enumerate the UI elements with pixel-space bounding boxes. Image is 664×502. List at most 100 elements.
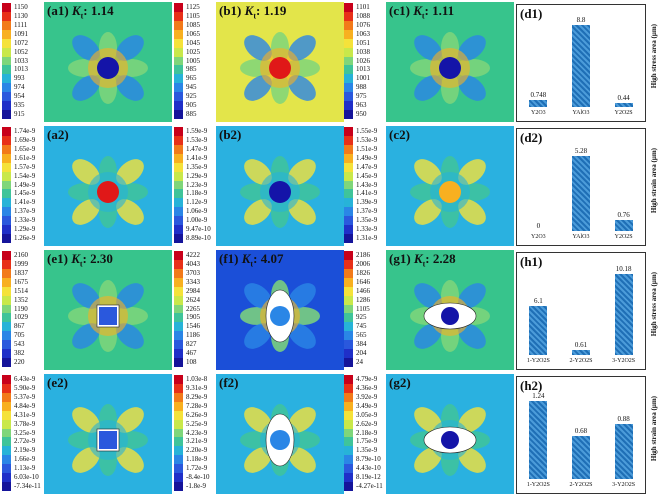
contour-panel-c2: (c2) xyxy=(386,126,514,246)
bar-value-label: 0.748 xyxy=(530,91,547,100)
bar xyxy=(529,401,548,479)
contour-panel-g1: (g1) Kt: 2.28 xyxy=(386,250,514,370)
colorbar-swatch xyxy=(344,162,353,173)
contour-panel-b1: (b1) Kt: 1.19 xyxy=(216,2,344,122)
colorbar-tick: 1.13e-9 xyxy=(14,464,36,473)
colorbar-tick: 827 xyxy=(186,340,197,349)
contour-lobe xyxy=(414,75,442,101)
colorbar-tick: 4.23e-9 xyxy=(186,428,208,437)
colorbar-swatch xyxy=(2,101,11,111)
colorbar-tick: 3.05e-9 xyxy=(356,410,378,419)
colorbar-swatch xyxy=(174,401,183,412)
colorbar-tick: 3343 xyxy=(186,277,200,286)
colorbar-swatch xyxy=(344,216,353,226)
contour-lobe xyxy=(72,75,100,101)
colorbar-swatch xyxy=(2,401,11,412)
colorbar-tick: 1072 xyxy=(14,38,28,47)
contour-lobe xyxy=(458,35,486,61)
colorbar-swatch xyxy=(344,464,353,474)
colorbar-tick: 6.26e-9 xyxy=(186,410,208,419)
colorbar-swatch xyxy=(174,340,183,350)
kt-value: 4.07 xyxy=(260,251,284,266)
colorbar-tick: 1125 xyxy=(186,2,200,11)
colorbar-swatch xyxy=(344,277,353,288)
colorbar-tick: 2006 xyxy=(356,259,370,268)
colorbar-tick: 543 xyxy=(14,340,25,349)
contour-lobe xyxy=(288,159,316,185)
colorbar-swatch xyxy=(344,313,353,323)
panel-label: (b2) xyxy=(219,127,241,143)
bar xyxy=(614,102,633,107)
colorbar-tick: 2.62e-9 xyxy=(356,419,378,428)
colorbar-tick: 1514 xyxy=(14,286,28,295)
colorbar-swatch xyxy=(2,29,11,40)
colorbar-swatch xyxy=(174,268,183,279)
colorbar-swatch xyxy=(2,216,11,226)
colorbar-tick: 1646 xyxy=(356,277,370,286)
bar-value-label: 0 xyxy=(536,221,541,230)
contour-lobe xyxy=(116,35,144,61)
bar-value-label: 0.88 xyxy=(617,414,630,423)
colorbar-tick: 5.25e-9 xyxy=(186,419,208,428)
contour-lobe xyxy=(458,447,486,473)
kt-subscript: t xyxy=(253,11,256,21)
colorbar-swatch xyxy=(344,410,353,421)
contour-lobe xyxy=(288,283,316,309)
colorbar-tick: 925 xyxy=(356,313,367,322)
colorbar-tick: -4.27e-11 xyxy=(356,482,383,491)
contour-panel-g2: (g2) xyxy=(386,374,514,494)
colorbar-tick: 9.47e-10 xyxy=(186,225,211,234)
colorbar-tick: 1.41e-9 xyxy=(356,189,378,198)
panel-label: (b1) Kt: 1.19 xyxy=(219,3,287,21)
inclusion xyxy=(97,181,119,203)
panel-id: (c2) xyxy=(389,127,410,142)
colorbar-tick: 975 xyxy=(356,92,367,101)
colorbar-tick: 8.29e-9 xyxy=(186,392,208,401)
colorbar-swatch xyxy=(344,189,353,199)
colorbar-swatch xyxy=(344,171,353,182)
colorbar-swatch xyxy=(344,322,353,332)
kt-symbol: K xyxy=(244,3,254,18)
colorbar-swatch xyxy=(174,207,183,217)
colorbar-tick: 1.29e-9 xyxy=(186,171,208,180)
colorbar: 4222 4043 3703 3343 2984 2624 2265 1905 1546 1186… xyxy=(174,251,216,369)
colorbar-swatch xyxy=(2,207,11,217)
colorbar-swatch xyxy=(174,47,183,58)
kt-subscript: t xyxy=(250,259,254,269)
kt-value: 1.19 xyxy=(263,3,287,18)
colorbar-swatch xyxy=(174,162,183,173)
colorbar-tick: 705 xyxy=(14,331,25,340)
colorbar-tick: 1837 xyxy=(14,268,28,277)
contour-panel-f1: (f1) Kt: 4.07 xyxy=(216,250,344,370)
colorbar-tick: 1.54e-9 xyxy=(14,171,36,180)
chart-label: (h2) xyxy=(520,378,543,393)
contour-lobe xyxy=(288,447,316,473)
colorbar-swatch xyxy=(344,268,353,279)
colorbar-tick: 1025 xyxy=(186,47,200,56)
colorbar-swatch xyxy=(2,189,11,199)
contour-panel-f2: (f2) xyxy=(216,374,344,494)
inclusion xyxy=(269,181,291,203)
contour-lobe xyxy=(72,447,100,473)
colorbar-swatch xyxy=(344,47,353,58)
inclusion xyxy=(269,57,291,79)
colorbar-swatch xyxy=(174,83,183,93)
colorbar-tick: 1.65e-9 xyxy=(14,144,36,153)
colorbar-swatch xyxy=(2,277,11,288)
contour-lobe xyxy=(244,407,272,433)
colorbar-tick: 1038 xyxy=(356,47,370,56)
colorbar: 1101 1088 1076 1063 1051 1038 1026 1013 1001 988 9… xyxy=(344,3,386,121)
colorbar: 4.79e-9 4.36e-9 3.92e-9 3.49e-9 3.05e-9 2.62e… xyxy=(344,375,386,493)
colorbar-tick: 1.39e-9 xyxy=(356,198,378,207)
colorbar-swatch xyxy=(344,331,353,341)
y-axis-label: High strain area (μm) xyxy=(650,148,658,214)
colorbar-swatch xyxy=(174,65,183,75)
colorbar-tick: 1.57e-9 xyxy=(14,162,36,171)
colorbar-tick: 1105 xyxy=(186,11,200,20)
colorbar-swatch xyxy=(2,135,11,146)
contour-lobe xyxy=(458,159,486,185)
colorbar-tick: 1.03e-8 xyxy=(186,374,208,383)
colorbar-swatch xyxy=(174,482,183,492)
colorbar-tick: 1.29e-9 xyxy=(14,225,36,234)
category-label: 3-Y2O2S xyxy=(612,482,636,488)
